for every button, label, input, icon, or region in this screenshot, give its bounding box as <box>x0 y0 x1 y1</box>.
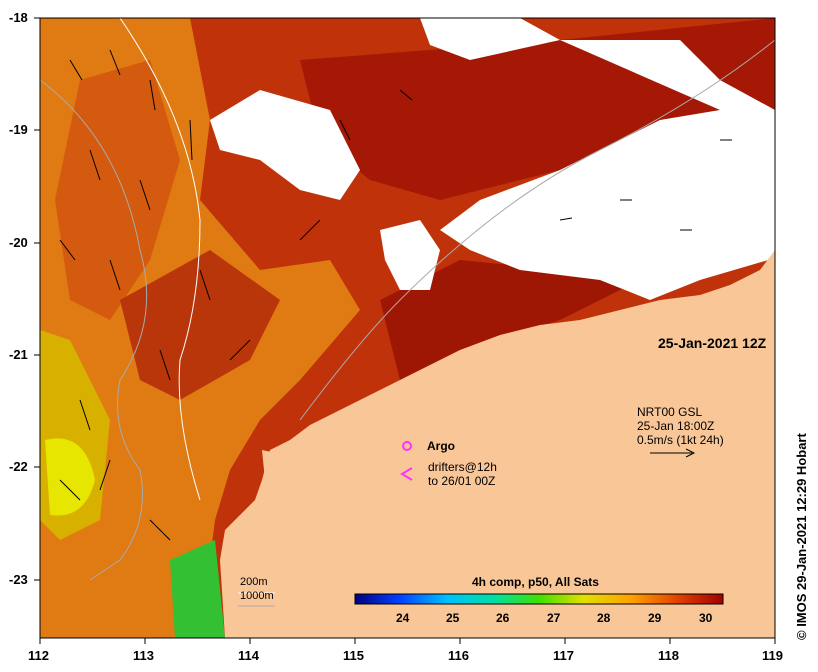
colorbar-tick-29: 29 <box>648 611 662 625</box>
lat-label-21: -21 <box>9 347 28 362</box>
colorbar-tick-25: 25 <box>446 611 460 625</box>
lon-label-112: 112 <box>28 648 49 663</box>
drifter-marker <box>400 467 413 481</box>
legend-drifters-line1: drifters@12h <box>428 460 497 474</box>
legend-drifters-line2: to 26/01 00Z <box>428 474 496 488</box>
isobath-1000m-label: 1000m <box>240 590 274 602</box>
colorbar-tick-27: 27 <box>547 611 561 625</box>
map-panel <box>40 18 775 638</box>
map-timestamp: 25-Jan-2021 12Z <box>658 335 767 351</box>
lat-label-19: -19 <box>9 122 28 137</box>
colorbar-title: 4h comp, p50, All Sats <box>472 575 599 589</box>
sst-red-inner <box>120 250 280 400</box>
legend-argo-label: Argo <box>427 439 455 453</box>
cloud-mask-ne <box>440 40 775 300</box>
cloud-mask-north <box>420 18 560 60</box>
land-peninsula <box>262 450 300 525</box>
colorbar-tick-26: 26 <box>496 611 510 625</box>
lon-label-118: 118 <box>658 648 679 663</box>
isobath-200m <box>40 79 148 581</box>
land-australia <box>220 250 775 638</box>
lon-label-115: 115 <box>343 648 364 663</box>
lon-label-113: 113 <box>133 648 154 663</box>
lon-label-116: 116 <box>448 648 469 663</box>
cloud-mask-small <box>380 220 440 290</box>
axis-ticks <box>34 17 776 644</box>
lat-label-23: -23 <box>9 572 28 587</box>
lon-label-117: 117 <box>553 648 574 663</box>
colorbar <box>354 593 724 605</box>
sst-dark-east <box>380 260 640 380</box>
colorbar-tick-28: 28 <box>597 611 611 625</box>
lat-label-20: -20 <box>9 235 28 250</box>
velocity-key-line1: NRT00 GSL <box>637 405 703 419</box>
current-vectors <box>59 49 732 541</box>
isobath-1000m <box>119 18 201 501</box>
map-border <box>39 17 776 639</box>
lat-label-22: -22 <box>9 459 28 474</box>
velocity-key-line3: 0.5m/s (1kt 24h) <box>637 433 724 447</box>
argo-marker <box>402 441 412 451</box>
isobath-200m-east <box>299 39 775 421</box>
velocity-key-line2: 25-Jan 18:00Z <box>637 419 715 433</box>
lon-label-114: 114 <box>238 648 259 663</box>
cloud-mask-center <box>210 90 360 200</box>
sst-green-coast <box>170 540 225 638</box>
colorbar-tick-30: 30 <box>699 611 713 625</box>
lat-label-18: -18 <box>9 10 28 25</box>
sst-lightyellow-eddy <box>45 438 95 516</box>
isobath-200m-label: 200m <box>240 576 268 588</box>
colorbar-tick-24: 24 <box>396 611 410 625</box>
lon-label-119: 119 <box>762 648 783 663</box>
imos-credit: © IMOS 29-Jan-2021 12:29 Hobart <box>794 433 809 640</box>
